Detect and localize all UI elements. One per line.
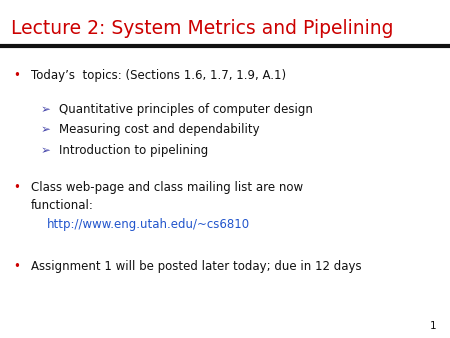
Text: Assignment 1 will be posted later today; due in 12 days: Assignment 1 will be posted later today;… (31, 260, 361, 273)
Text: ➢: ➢ (40, 103, 50, 116)
Text: Lecture 2: System Metrics and Pipelining: Lecture 2: System Metrics and Pipelining (11, 19, 394, 38)
Text: ➢: ➢ (40, 144, 50, 156)
Text: ➢: ➢ (40, 123, 50, 136)
Text: Measuring cost and dependability: Measuring cost and dependability (59, 123, 260, 136)
Text: •: • (14, 181, 20, 194)
Text: Today’s  topics: (Sections 1.6, 1.7, 1.9, A.1): Today’s topics: (Sections 1.6, 1.7, 1.9,… (31, 69, 286, 82)
Text: Introduction to pipelining: Introduction to pipelining (59, 144, 209, 156)
Text: Quantitative principles of computer design: Quantitative principles of computer desi… (59, 103, 313, 116)
Text: •: • (14, 260, 20, 273)
Text: http://www.eng.utah.edu/~cs6810: http://www.eng.utah.edu/~cs6810 (47, 218, 250, 231)
Text: 1: 1 (430, 321, 436, 331)
Text: Class web-page and class mailing list are now
functional:: Class web-page and class mailing list ar… (31, 181, 303, 212)
Text: •: • (14, 69, 20, 82)
